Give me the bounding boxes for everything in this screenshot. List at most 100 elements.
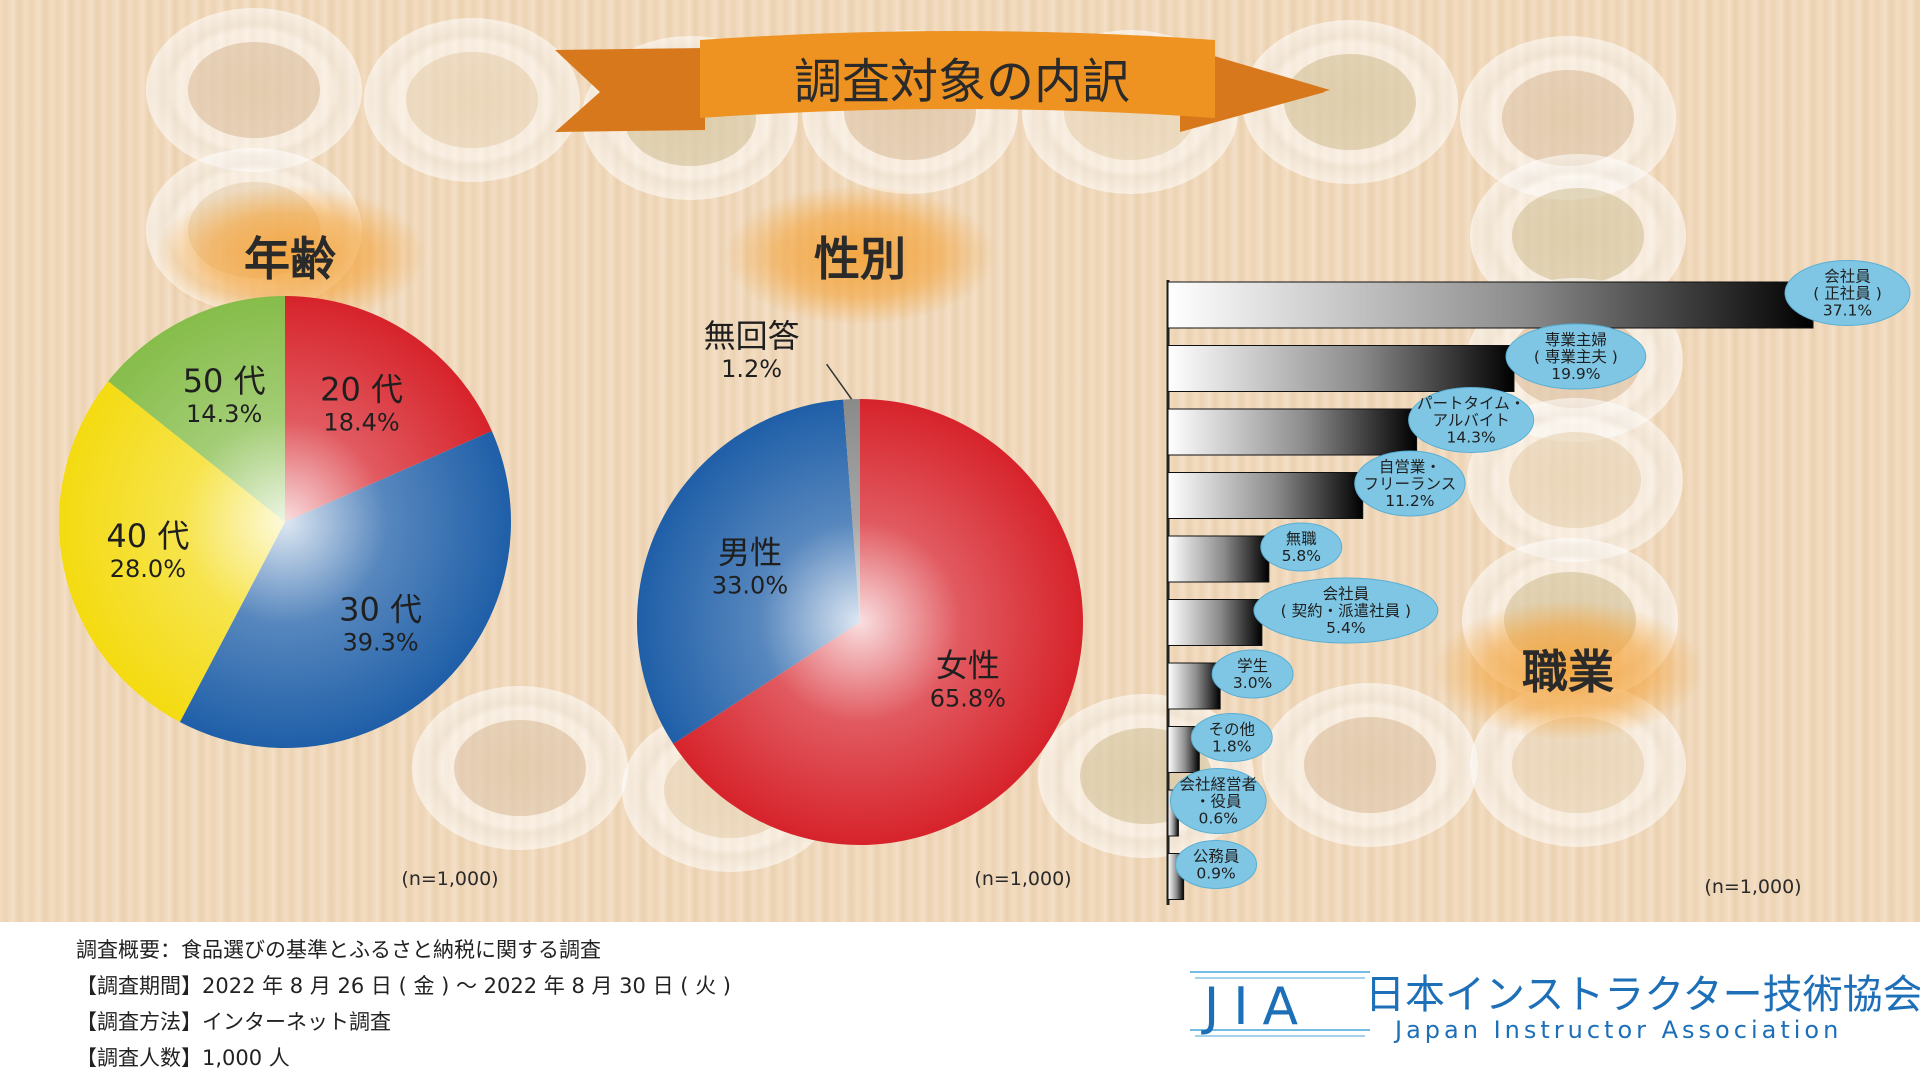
pie-slice-value: 39.3% [342, 628, 418, 656]
page-title: 調査対象の内訳 [794, 54, 1130, 110]
bar-value-label: 14.3% [1447, 429, 1496, 447]
gender-sample-size: (n=1,000) [974, 868, 1071, 890]
footer-line-count: 【調査人数】1,000 人 [76, 1046, 290, 1070]
bar-value-label: 11.2% [1385, 492, 1434, 510]
bar [1167, 535, 1270, 583]
food-plate-dish [1512, 717, 1644, 813]
food-plate-dish [1284, 54, 1416, 150]
bar-callout [1211, 649, 1294, 699]
pie-slice-value: 65.8% [930, 684, 1006, 712]
title-ribbon [555, 31, 1330, 132]
footer-panel: 調査概要：食品選びの基準とふるさと納税に関する調査 【調査期間】2022 年 8… [0, 922, 1920, 1080]
bar-category-label: ( 正社員 ) [1813, 285, 1881, 303]
bar-category-label: 専業主婦 [1545, 331, 1607, 349]
bar-callout [1190, 713, 1273, 762]
bar-callout [1784, 260, 1911, 326]
food-plate-dish [188, 42, 320, 138]
age-heading: 年齢 [244, 232, 336, 286]
footer-line-period: 【調査期間】2022 年 8 月 26 日 ( 金 ) ～ 2022 年 8 月… [76, 974, 731, 998]
occupation-sample-size: (n=1,000) [1704, 876, 1801, 898]
bar-callout [1253, 577, 1439, 644]
pie-slice-value: 18.4% [323, 409, 399, 437]
pie-slice-label: 女性 [936, 646, 1000, 684]
gender-heading: 性別 [814, 232, 906, 286]
food-plate [364, 18, 580, 182]
food-plate-dish [454, 720, 586, 816]
pie-slice-value: 33.0% [712, 572, 788, 600]
footer-line-method: 【調査方法】インターネット調査 [76, 1010, 391, 1034]
food-plate [1460, 36, 1676, 200]
food-plate-dish [1502, 70, 1634, 166]
pie-slice-label: 30 代 [339, 590, 422, 628]
pie-slice-label: 男性 [718, 534, 782, 572]
bar-category-label: ( 専業主夫 ) [1534, 348, 1618, 366]
pie-slice-label: 40 代 [106, 517, 189, 555]
bar-category-label: 無職 [1286, 530, 1318, 548]
age-pie-chart: 20 代18.4% 30 代39.3% 40 代28.0% 50 代14.3% [58, 296, 511, 748]
logo-mark: JIA [1201, 977, 1312, 1037]
bar [1167, 599, 1263, 646]
bar-value-label: 37.1% [1823, 302, 1872, 320]
bar [1167, 472, 1364, 519]
pie-sheen [59, 296, 511, 748]
bar-callout [1408, 387, 1535, 453]
food-plate-dish [1509, 432, 1641, 528]
bar-category-label: 自営業・ [1379, 458, 1441, 476]
bar-value-label: 0.9% [1196, 865, 1235, 883]
pie-slice-value: 14.3% [186, 400, 262, 428]
food-plate-dish [1512, 188, 1644, 284]
occupation-bar-chart: 会社員( 正社員 )37.1%専業主婦( 専業主夫 )19.9%パートタイム・ア… [1166, 260, 1911, 905]
bar-callout [1175, 840, 1258, 889]
bar-value-label: 1.8% [1212, 738, 1251, 756]
pie-slice-label: 50 代 [183, 362, 266, 400]
gender-heading-glow [725, 185, 995, 325]
bar-category-label: フリーランス [1364, 475, 1457, 493]
bar-value-label: 5.8% [1282, 547, 1321, 565]
bar [1167, 345, 1515, 392]
bar-category-label: 公務員 [1193, 848, 1240, 866]
pie-sheen [637, 399, 1083, 845]
bar-category-label: 会社員 [1323, 585, 1370, 603]
pie-slice-value: 1.2% [721, 355, 782, 383]
food-plate-dish [406, 52, 538, 148]
occupation-heading-glow [1433, 600, 1703, 740]
pie-slice-value: 28.0% [110, 555, 186, 583]
bar-value-label: 19.9% [1551, 365, 1600, 383]
food-plate [1470, 154, 1686, 318]
age-sample-size: (n=1,000) [401, 868, 498, 890]
bar-category-label: 学生 [1237, 657, 1268, 675]
bar-callout [1169, 768, 1267, 834]
logo-name-ja: 日本インストラクター技術協会 [1365, 972, 1920, 1018]
bar-category-label: 会社経営者 [1179, 776, 1257, 794]
bar-category-label: その他 [1208, 721, 1255, 739]
bar-category-label: 会社員 [1824, 268, 1871, 286]
pie-leader-line [825, 363, 853, 400]
occupation-heading: 職業 [1522, 645, 1614, 699]
footer-line-summary: 調査概要：食品選びの基準とふるさと納税に関する調査 [76, 938, 601, 962]
bar-category-label: アルバイト [1432, 412, 1509, 430]
bar-value-label: 3.0% [1233, 674, 1272, 692]
food-plate [1262, 683, 1478, 847]
bar-callout [1260, 522, 1343, 572]
bar-callout [1354, 450, 1466, 517]
food-plate [412, 686, 628, 850]
bar-category-label: パートタイム・ [1417, 395, 1525, 413]
bar-value-label: 0.6% [1199, 810, 1238, 828]
bar-callout [1505, 323, 1647, 390]
bar-category-label: ・役員 [1195, 793, 1242, 811]
bar-value-label: 5.4% [1326, 619, 1365, 637]
bar [1167, 662, 1221, 710]
food-plate [146, 8, 362, 172]
age-heading-glow [155, 185, 425, 325]
logo-name-en: Japan Instructor Association [1393, 1016, 1842, 1044]
pie-slice-label: 無回答 [704, 317, 800, 355]
food-plate [1242, 20, 1458, 184]
food-plate-dish [1304, 717, 1436, 813]
pie-slice-label: 20 代 [320, 371, 403, 409]
bar-category-label: ( 契約・派遣社員 ) [1281, 602, 1411, 620]
jia-logo: JIA 日本インストラクター技術協会 Japan Instructor Asso… [1190, 971, 1920, 1044]
bar [1167, 408, 1418, 456]
